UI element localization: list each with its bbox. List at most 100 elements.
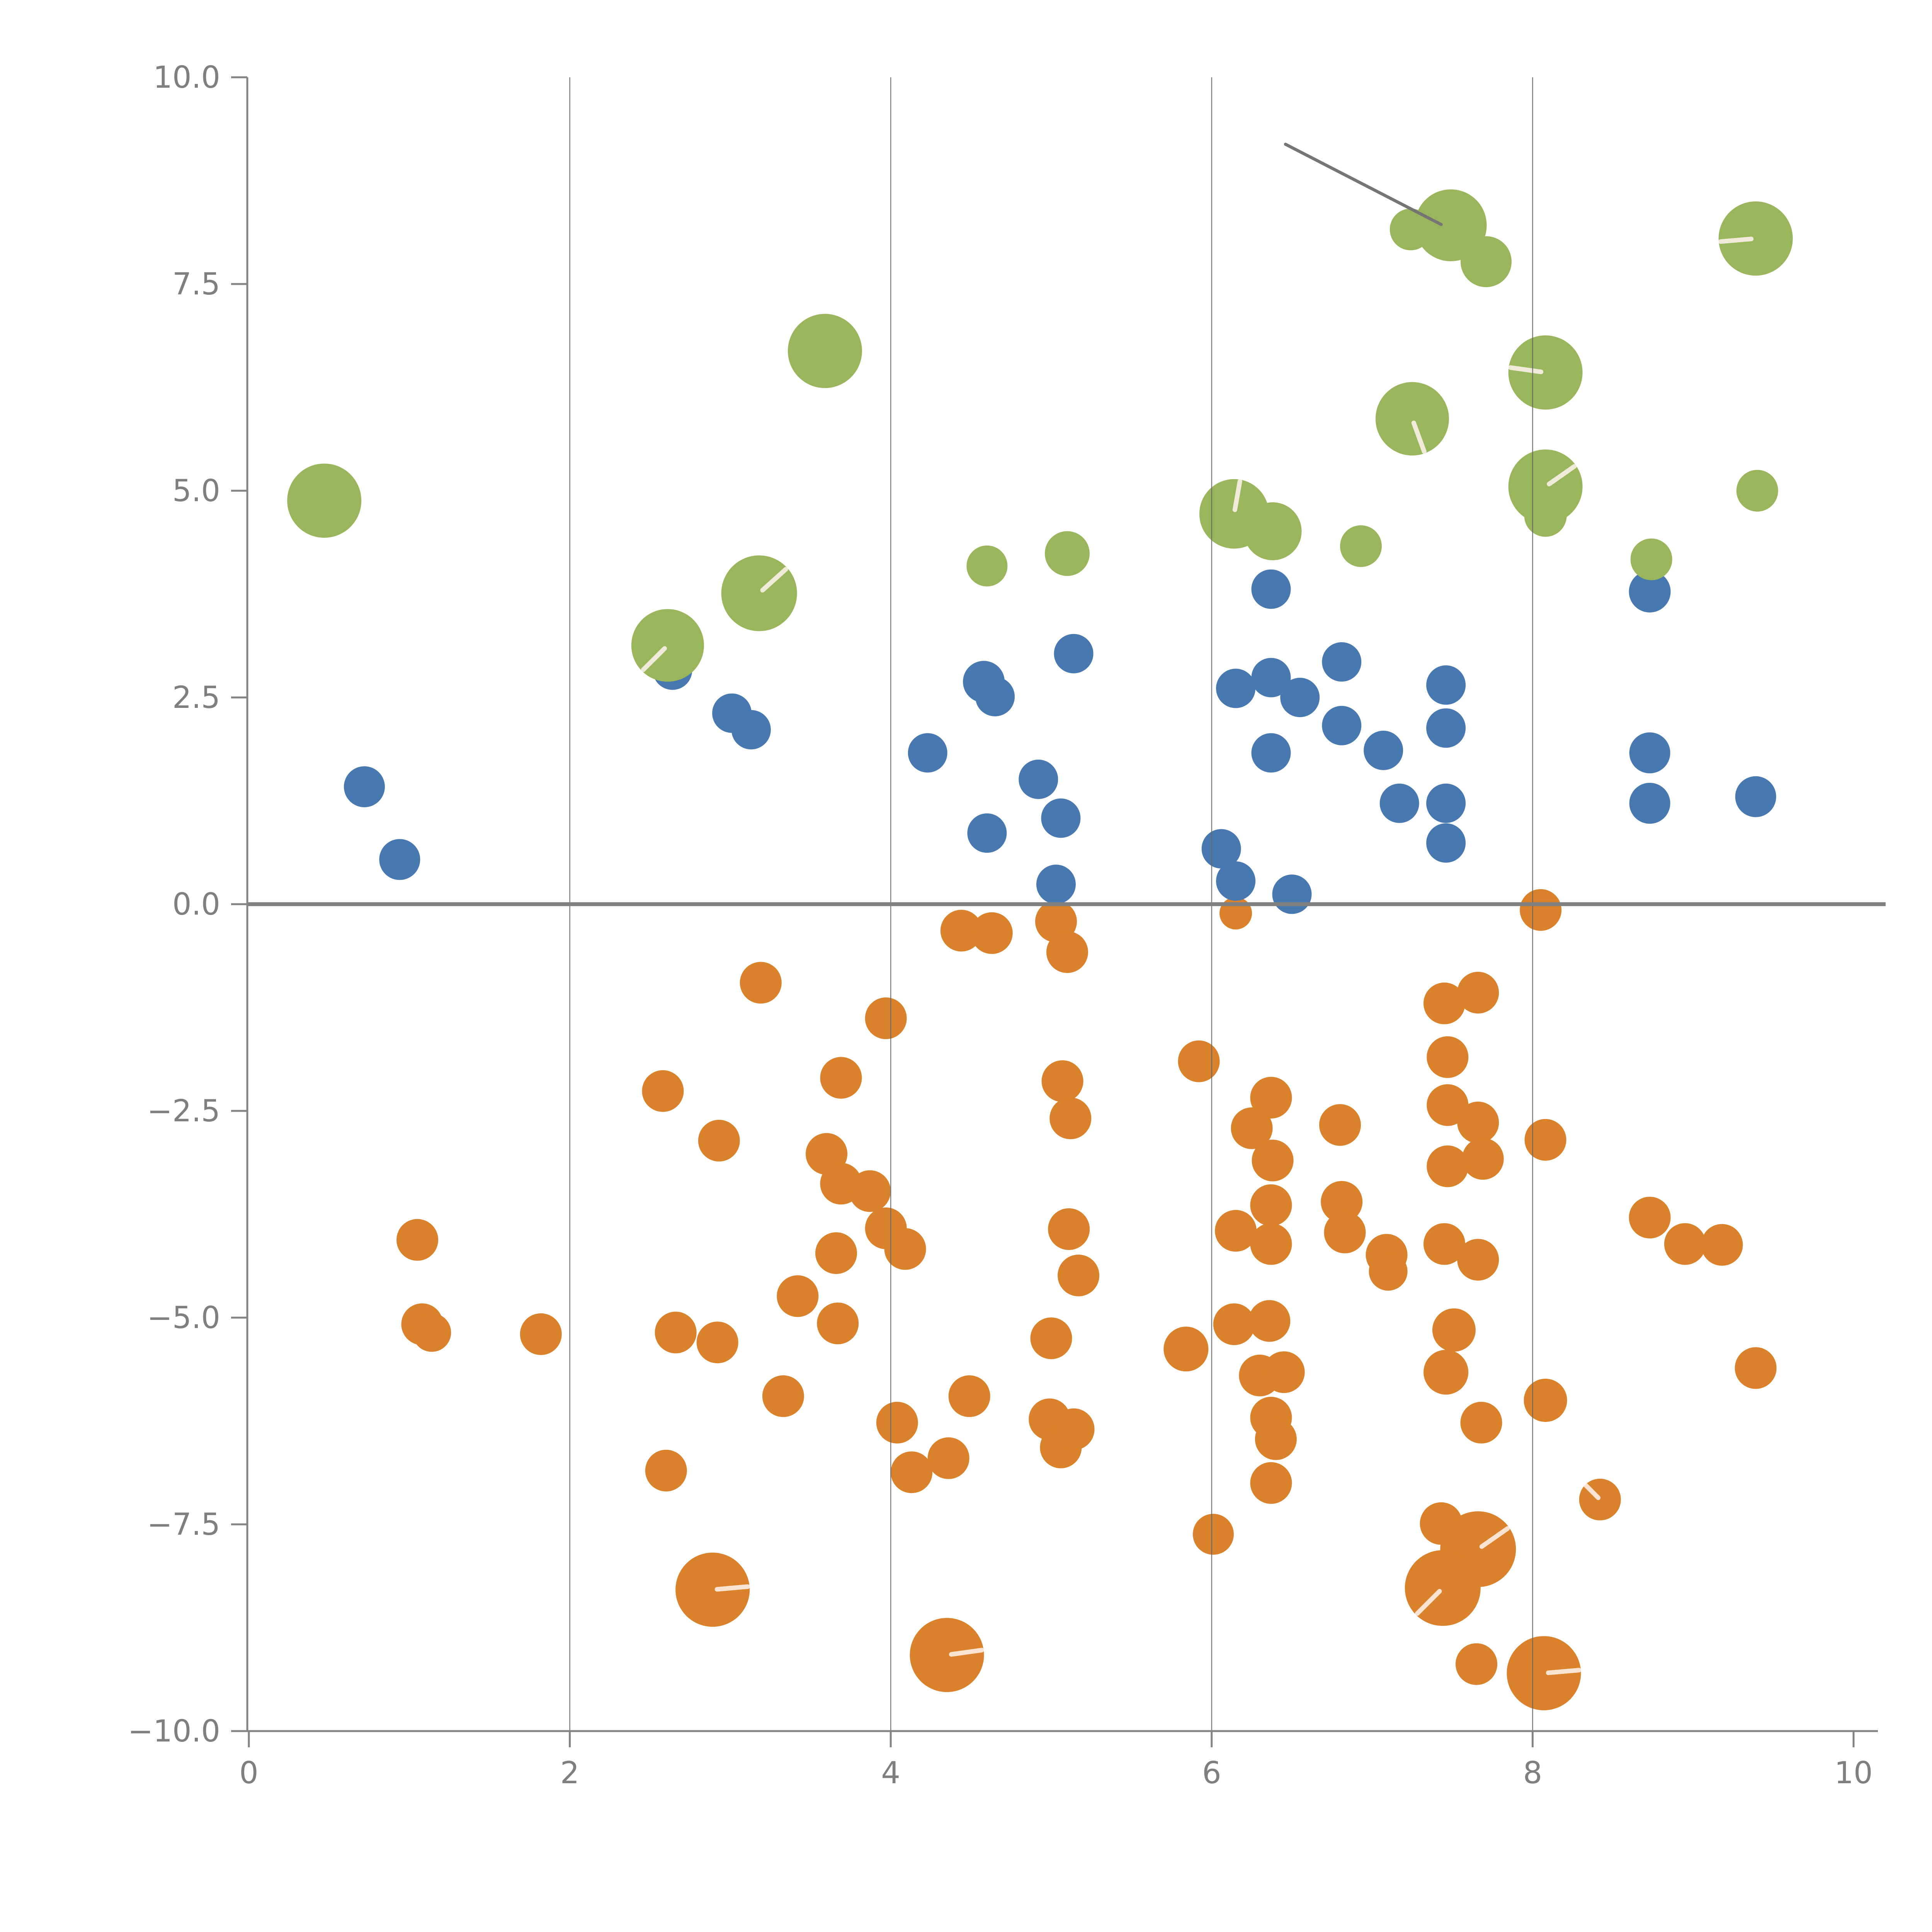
- bubble-blue: [908, 733, 947, 773]
- bubble-slash-mark: [1479, 1526, 1510, 1549]
- bubble-orange: [1457, 1102, 1499, 1143]
- bubble-blue: [1379, 783, 1419, 823]
- y-tick-label: −10.0: [128, 1714, 220, 1749]
- x-tick-label: 4: [881, 1756, 900, 1791]
- bubble-orange: [1178, 1040, 1220, 1082]
- x-tick-label: 0: [239, 1756, 259, 1791]
- y-tick-label: −7.5: [147, 1507, 220, 1542]
- bubble-blue: [1036, 864, 1076, 904]
- bubble-orange: [1507, 1636, 1581, 1711]
- bubble-orange: [777, 1275, 819, 1317]
- bubble-orange: [1049, 1097, 1092, 1139]
- bubble-orange: [1460, 1401, 1502, 1444]
- bubble-orange: [1629, 1197, 1671, 1239]
- bubble-orange: [520, 1313, 562, 1355]
- bubble-orange: [1219, 897, 1252, 930]
- bubble-blue: [379, 839, 420, 880]
- bubble-orange: [396, 1219, 439, 1261]
- bubble-orange: [817, 1303, 859, 1344]
- bubble-blue: [1364, 731, 1403, 770]
- bubble-green: [287, 463, 362, 538]
- bubble-blue: [967, 813, 1007, 853]
- bubble-orange: [1263, 1351, 1305, 1393]
- bubble-slash-mark: [1583, 1483, 1601, 1500]
- bubble-orange: [1423, 982, 1465, 1024]
- bubble-blue: [1426, 783, 1466, 823]
- bubble-blue: [1216, 668, 1256, 708]
- x-tick-label: 2: [560, 1756, 580, 1791]
- bubble-orange: [696, 1321, 738, 1364]
- bubble-green: [1340, 525, 1382, 567]
- bubble-slash-mark: [1411, 420, 1427, 454]
- bubble-blue: [1054, 634, 1094, 673]
- bubble-blue: [1426, 665, 1466, 705]
- bubble-orange: [865, 997, 907, 1039]
- bubble-green: [1630, 538, 1672, 580]
- bubble-orange: [1048, 1208, 1090, 1250]
- bubble-orange: [1427, 1036, 1469, 1078]
- bubble-orange: [1163, 1327, 1209, 1372]
- bubble-orange: [655, 1311, 697, 1354]
- bubble-orange: [1664, 1223, 1706, 1265]
- bubble-orange: [1427, 1145, 1469, 1187]
- bubble-green: [721, 555, 797, 631]
- bubble-blue: [731, 710, 771, 750]
- bubble-blue: [1629, 571, 1671, 613]
- bubble-orange: [1250, 1223, 1292, 1265]
- bubble-orange: [762, 1375, 804, 1417]
- bubble-blue: [1216, 861, 1256, 901]
- bubble-slash-mark: [1415, 1589, 1442, 1616]
- y-tick-label: −5.0: [147, 1301, 220, 1335]
- bubble-green: [1461, 236, 1512, 287]
- bubble-orange: [1423, 1350, 1469, 1395]
- bubble-orange: [1457, 972, 1499, 1014]
- bubble-orange: [642, 1070, 684, 1112]
- bubble-orange: [698, 1120, 740, 1162]
- bubble-orange: [1041, 1060, 1083, 1102]
- bubble-orange: [940, 910, 982, 952]
- bubble-blue: [1272, 874, 1312, 914]
- y-axis: 10.0 7.5 5.0 2.5 0.0 −2.5 −5.0 −7.5 −10.0: [128, 60, 247, 1749]
- bubble-orange: [1520, 889, 1562, 931]
- bubble-blue: [1629, 732, 1670, 774]
- bubble-green: [1736, 470, 1778, 512]
- bubble-orange: [910, 1618, 984, 1692]
- series-green: [287, 189, 1793, 682]
- bubble-blue: [1251, 569, 1291, 609]
- bubble-orange: [1215, 1210, 1257, 1252]
- x-axis: 0 2 4 6 8 10: [239, 1731, 1873, 1791]
- bubble-orange: [1427, 1084, 1469, 1126]
- bubble-slash-mark: [641, 646, 667, 672]
- bubble-orange: [1058, 1254, 1100, 1296]
- bubble-orange: [1457, 1239, 1499, 1281]
- bubble-orange: [876, 1401, 918, 1444]
- series-orange: [396, 889, 1777, 1711]
- bubbles-layer: [287, 189, 1793, 1711]
- bubble-orange: [1252, 1139, 1294, 1182]
- y-tick-label: 5.0: [172, 474, 220, 509]
- bubble-orange: [1319, 1104, 1361, 1146]
- bubble-blue: [1735, 776, 1776, 817]
- bubble-blue: [1322, 642, 1362, 682]
- bubble-green: [1375, 382, 1449, 456]
- bubble-blue: [1629, 782, 1670, 824]
- y-tick-label: 0.0: [172, 887, 220, 922]
- bubble-orange: [815, 1232, 857, 1274]
- bubble-slash-mark: [760, 567, 788, 593]
- bubble-green: [966, 545, 1008, 587]
- bubble-blue: [1041, 798, 1081, 838]
- y-tick-label: 2.5: [172, 680, 220, 715]
- y-tick-label: 7.5: [172, 267, 220, 302]
- bubble-slash-mark: [1508, 365, 1544, 374]
- bubble-green: [787, 314, 862, 388]
- x-tick-label: 6: [1202, 1756, 1221, 1791]
- bubble-orange: [1524, 1379, 1567, 1422]
- bubble-orange: [740, 962, 782, 1004]
- bubble-orange: [1456, 1643, 1497, 1685]
- bubble-orange: [675, 1553, 750, 1627]
- bubble-orange: [1324, 1211, 1366, 1253]
- bubble-blue: [1322, 706, 1362, 745]
- bubble-orange: [1255, 1418, 1297, 1460]
- bubble-orange: [1030, 1317, 1072, 1359]
